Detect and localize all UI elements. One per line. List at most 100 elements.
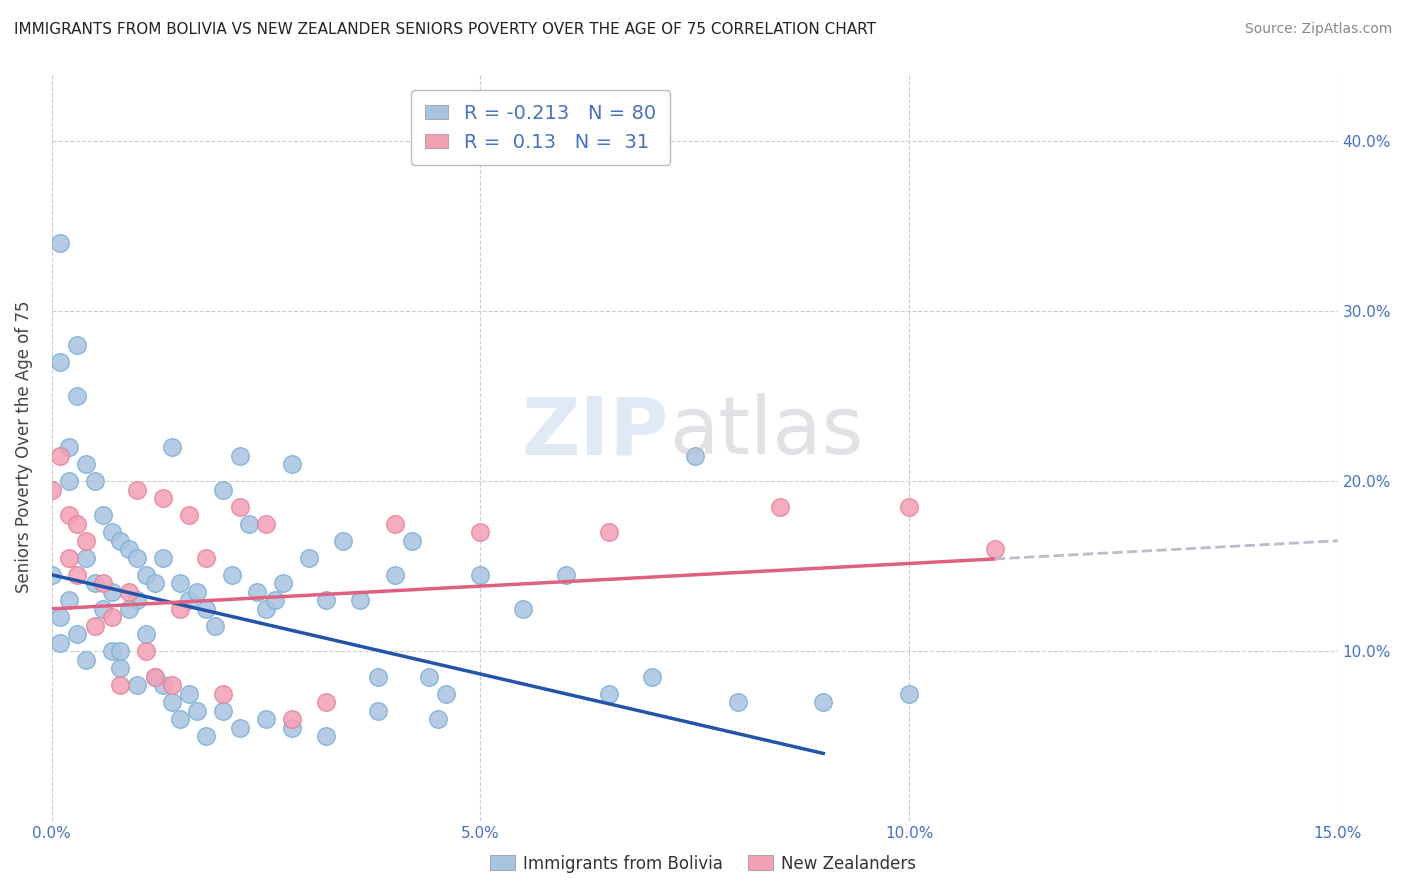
Point: [127, 678, 149, 692]
Point: [212, 704, 235, 718]
Point: [75, 533, 97, 548]
Point: [83, 576, 105, 591]
Point: [384, 567, 406, 582]
Point: [66, 389, 89, 403]
Point: [100, 610, 122, 624]
Point: [58, 550, 80, 565]
Point: [898, 687, 921, 701]
Point: [315, 695, 337, 709]
Point: [512, 602, 534, 616]
Point: [349, 593, 371, 607]
Point: [332, 533, 354, 548]
Point: [186, 704, 208, 718]
Point: [91, 576, 114, 591]
Point: [426, 712, 449, 726]
Point: [160, 440, 183, 454]
Point: [41, 567, 63, 582]
Point: [58, 508, 80, 523]
Point: [683, 449, 706, 463]
Point: [983, 542, 1005, 557]
Point: [177, 593, 200, 607]
Point: [58, 593, 80, 607]
Point: [49, 355, 72, 369]
Point: [229, 721, 252, 735]
Text: Source: ZipAtlas.com: Source: ZipAtlas.com: [1244, 22, 1392, 37]
Point: [152, 550, 174, 565]
Point: [281, 721, 304, 735]
Point: [135, 627, 157, 641]
Point: [58, 440, 80, 454]
Point: [110, 678, 132, 692]
Point: [281, 457, 304, 471]
Point: [143, 576, 166, 591]
Point: [555, 567, 578, 582]
Point: [100, 525, 122, 540]
Point: [41, 483, 63, 497]
Point: [91, 508, 114, 523]
Point: [118, 584, 141, 599]
Point: [195, 730, 218, 744]
Point: [75, 457, 97, 471]
Point: [598, 687, 620, 701]
Point: [49, 610, 72, 624]
Point: [641, 670, 664, 684]
Point: [66, 516, 89, 531]
Point: [271, 576, 294, 591]
Point: [160, 678, 183, 692]
Point: [186, 584, 208, 599]
Point: [83, 475, 105, 489]
Point: [169, 602, 191, 616]
Point: [135, 567, 157, 582]
Point: [598, 525, 620, 540]
Legend: Immigrants from Bolivia, New Zealanders: Immigrants from Bolivia, New Zealanders: [484, 848, 922, 880]
Point: [110, 533, 132, 548]
Point: [118, 542, 141, 557]
Legend: R = -0.213   N = 80, R =  0.13   N =  31: R = -0.213 N = 80, R = 0.13 N = 31: [412, 90, 669, 165]
Point: [169, 712, 191, 726]
Point: [254, 516, 277, 531]
Point: [127, 593, 149, 607]
Point: [384, 516, 406, 531]
Point: [434, 687, 457, 701]
Point: [229, 500, 252, 514]
Point: [58, 475, 80, 489]
Point: [169, 576, 191, 591]
Point: [204, 619, 226, 633]
Point: [254, 712, 277, 726]
Point: [366, 670, 388, 684]
Point: [418, 670, 440, 684]
Point: [66, 338, 89, 352]
Point: [470, 525, 492, 540]
Point: [401, 533, 423, 548]
Point: [152, 678, 174, 692]
Text: IMMIGRANTS FROM BOLIVIA VS NEW ZEALANDER SENIORS POVERTY OVER THE AGE OF 75 CORR: IMMIGRANTS FROM BOLIVIA VS NEW ZEALANDER…: [14, 22, 876, 37]
Point: [135, 644, 157, 658]
Point: [83, 619, 105, 633]
Point: [813, 695, 835, 709]
Text: ZIP: ZIP: [522, 393, 669, 471]
Point: [221, 567, 243, 582]
Point: [100, 644, 122, 658]
Y-axis label: Seniors Poverty Over the Age of 75: Seniors Poverty Over the Age of 75: [15, 301, 32, 593]
Point: [110, 661, 132, 675]
Point: [143, 670, 166, 684]
Point: [263, 593, 285, 607]
Point: [49, 449, 72, 463]
Point: [212, 483, 235, 497]
Point: [160, 695, 183, 709]
Point: [177, 508, 200, 523]
Point: [127, 550, 149, 565]
Point: [110, 644, 132, 658]
Point: [212, 687, 235, 701]
Point: [66, 627, 89, 641]
Point: [49, 236, 72, 251]
Point: [470, 567, 492, 582]
Point: [315, 593, 337, 607]
Point: [49, 636, 72, 650]
Point: [246, 584, 269, 599]
Point: [127, 483, 149, 497]
Point: [727, 695, 749, 709]
Point: [91, 602, 114, 616]
Point: [100, 584, 122, 599]
Point: [315, 730, 337, 744]
